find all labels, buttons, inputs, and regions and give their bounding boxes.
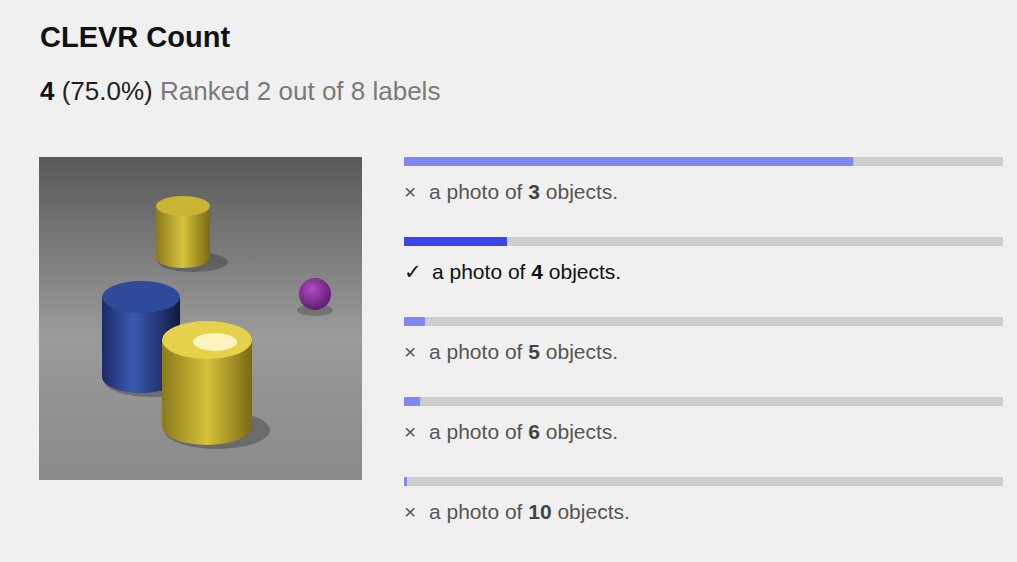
bar-track xyxy=(404,237,1003,246)
cylinder xyxy=(156,196,228,272)
status-mark: × xyxy=(404,420,416,443)
cylinder-top xyxy=(156,196,210,216)
annotation: (75.0%) xyxy=(62,76,153,106)
cylinder xyxy=(162,321,270,449)
label-part: a photo of xyxy=(429,420,528,443)
bars xyxy=(404,157,1003,486)
label-part: 5 xyxy=(528,340,540,363)
category-label: a photo of 3 objects. xyxy=(429,180,618,203)
status-mark: × xyxy=(404,500,416,523)
cylinder-top xyxy=(162,321,252,359)
title: CLEVR Count xyxy=(40,21,230,54)
label-part: 3 xyxy=(528,180,540,203)
category-label: a photo of 5 objects. xyxy=(429,340,618,363)
label-part: objects. xyxy=(552,500,630,523)
bar xyxy=(404,397,420,406)
bar-track xyxy=(404,477,1003,486)
bar xyxy=(404,317,425,326)
label-part: objects. xyxy=(540,340,618,363)
label-part: a photo of xyxy=(429,500,528,523)
chart: × a photo of 3 objects. ✓ a photo of 4 obje… xyxy=(0,0,1017,562)
sphere xyxy=(299,278,331,310)
status-mark: ✓ xyxy=(404,260,422,283)
subtitle: 4 (75.0%) Ranked 2 out of 8 labels xyxy=(40,76,440,107)
labels: × a photo of 3 objects. ✓ a photo of 4 obje… xyxy=(404,180,630,523)
label-part: 10 xyxy=(528,500,551,523)
bar xyxy=(404,477,407,486)
label-part: objects. xyxy=(540,180,618,203)
photo-background xyxy=(39,157,362,480)
label-part: objects. xyxy=(543,260,621,283)
highlight xyxy=(193,333,237,351)
bar-track xyxy=(404,397,1003,406)
bar-track xyxy=(404,317,1003,326)
label-part: a photo of xyxy=(429,340,528,363)
status-mark: × xyxy=(404,340,416,363)
annotation: 4 xyxy=(40,76,54,106)
annotation: Ranked 2 out of 8 labels xyxy=(160,76,440,106)
bar-track xyxy=(404,157,1003,166)
label-part: 6 xyxy=(528,420,540,443)
category-label: a photo of 10 objects. xyxy=(429,500,630,523)
cylinder-top xyxy=(102,281,180,313)
photo xyxy=(39,157,362,480)
category-label: a photo of 6 objects. xyxy=(429,420,618,443)
bar xyxy=(404,237,507,246)
category-label: a photo of 4 objects. xyxy=(432,260,621,283)
label-part: objects. xyxy=(540,420,618,443)
bar xyxy=(404,157,853,166)
status-mark: × xyxy=(404,180,416,203)
label-part: a photo of xyxy=(432,260,531,283)
label-part: 4 xyxy=(531,260,543,283)
label-part: a photo of xyxy=(429,180,528,203)
